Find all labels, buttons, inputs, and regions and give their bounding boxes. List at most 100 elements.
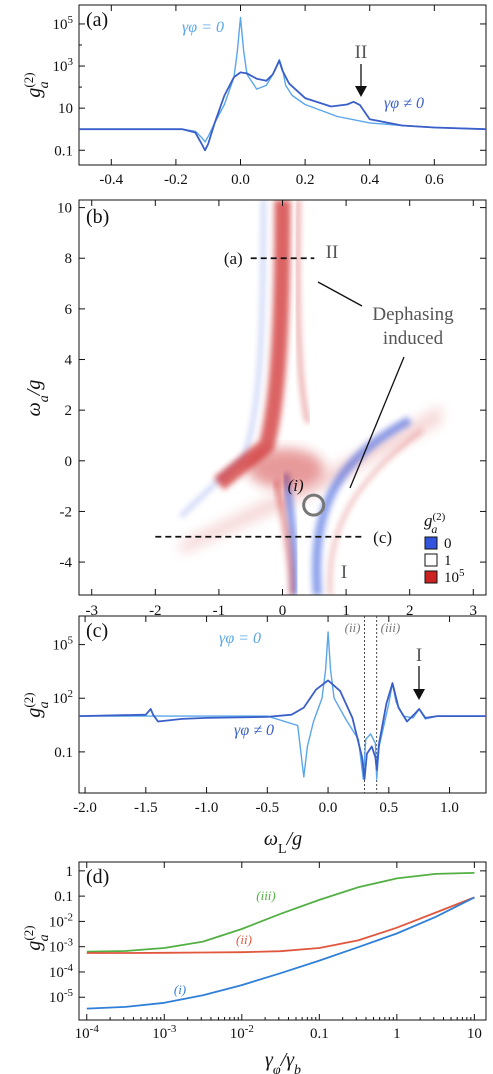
- x-axis-label-part: γ: [265, 1049, 274, 1071]
- x-tick-label-part: -2.0: [73, 800, 97, 816]
- peak-label-part: II: [355, 42, 368, 63]
- y-axis-label: g(2)a: [21, 925, 52, 950]
- legend-title-sub: a: [431, 522, 437, 536]
- y-tick-label-part: 0.1: [54, 745, 73, 761]
- y-tick-label-part: 10: [58, 101, 73, 117]
- y-tick-label-part: -2: [64, 911, 73, 923]
- label-gamma-zero-part: γφ = 0: [182, 19, 224, 36]
- panel-label: (d): [86, 866, 109, 888]
- y-tick-label: 102: [53, 688, 74, 707]
- y-tick-label: 4: [65, 353, 73, 369]
- x-tick-label-part: -4: [90, 1023, 100, 1035]
- legend-label: 105: [444, 567, 465, 586]
- x-tick-label: 1: [393, 1026, 401, 1042]
- y-axis-label-sub: a: [37, 934, 52, 941]
- series-line-i: [86, 896, 475, 1010]
- cut-label-c: (c): [373, 528, 392, 547]
- marker-label-i-part: (i): [288, 476, 304, 495]
- vline-label-part: (iii): [381, 620, 401, 635]
- y-tick-label-part: -4: [60, 555, 73, 571]
- vline-label: (iii): [381, 620, 401, 635]
- series-label-i: (i): [174, 982, 186, 997]
- x-tick-label: 0.2: [296, 172, 315, 188]
- heatmap-red-lower: [273, 480, 296, 595]
- x-tick-label-part: 2: [406, 603, 414, 619]
- x-tick-label-part: 0.6: [425, 172, 444, 188]
- y-tick-label-part: -2: [60, 504, 73, 520]
- x-tick-label-part: 10: [152, 1026, 167, 1042]
- panel-label-part: (d): [86, 866, 109, 888]
- series-label-iii-part: (iii): [256, 888, 276, 903]
- heatmap-field: [179, 200, 442, 595]
- y-tick-label-part: -5: [64, 987, 74, 999]
- dephasing-label-line2: induced: [383, 328, 444, 349]
- x-tick-label-part: -0.5: [255, 800, 279, 816]
- y-tick-label-part: 4: [65, 353, 73, 369]
- y-tick-label-part: 10: [53, 59, 68, 75]
- x-axis-label: ωL/g: [264, 828, 302, 857]
- cut-label-c-part: (c): [373, 528, 392, 547]
- series-line-nonzero: [78, 679, 486, 780]
- y-axis-label-base: g: [23, 941, 45, 951]
- y-tick-label: 10-3: [49, 937, 74, 956]
- series-line-iii: [86, 872, 475, 953]
- peak-label-part: I: [416, 645, 422, 666]
- legend-label: 0: [444, 536, 452, 552]
- y-axis-label: g(2)a: [21, 692, 52, 717]
- y-tick-label: 10: [58, 101, 73, 117]
- legend-swatch: [424, 553, 438, 567]
- y-tick-label-part: 10: [53, 638, 68, 654]
- y-tick-label-part: 10: [49, 914, 64, 930]
- y-tick-label-part: 0: [65, 454, 73, 470]
- panel-b: -3 -2 -1 0 1 2 3-4-20246810ωa/g(b)(a)(c)(i)III…: [23, 199, 487, 619]
- panel-c-frame: [78, 615, 487, 794]
- x-tick-label: 2: [406, 603, 414, 619]
- x-tick-label-part: 0.0: [319, 800, 338, 816]
- x-tick-label-part: -1: [213, 603, 226, 619]
- y-tick-label: -4: [60, 555, 73, 571]
- y-tick-label-part: 2: [68, 688, 74, 700]
- x-axis-label: γφ/γb: [265, 1049, 301, 1074]
- y-axis-label-tail: /g: [23, 380, 45, 397]
- x-tick-label-part: 0.4: [360, 172, 379, 188]
- series-line-ii: [86, 896, 475, 954]
- series-line-nonzero: [79, 59, 487, 152]
- x-tick-label: 1.0: [440, 800, 459, 816]
- x-tick-label: -0.2: [164, 172, 188, 188]
- legend-title-base: g: [424, 511, 433, 530]
- cut-label-a: (a): [224, 249, 243, 268]
- y-tick-label-part: 10: [49, 965, 64, 981]
- peak-arrow-head: [413, 689, 425, 700]
- y-tick-label: 0.1: [54, 143, 73, 159]
- vline-label: (ii): [345, 620, 361, 635]
- y-tick-label: -2: [60, 504, 73, 520]
- y-axis-label-base: g: [23, 88, 45, 98]
- legend-label: 1: [444, 553, 452, 569]
- label-gamma-nonzero-part: γφ ≠ 0: [384, 95, 424, 112]
- x-tick-label: 0.0: [319, 800, 338, 816]
- legend-label-part: 10: [444, 570, 459, 586]
- dephasing-pointer-upper: [317, 281, 363, 307]
- y-tick-label: 103: [53, 56, 74, 75]
- y-tick-label-part: 10: [49, 940, 64, 956]
- y-axis-label-sup: (2): [21, 72, 36, 87]
- x-axis-label-part: φ: [273, 1063, 281, 1074]
- x-tick-label-part: 0: [279, 603, 287, 619]
- y-axis-label-base: ω: [23, 402, 45, 416]
- y-tick-label-part: 0.1: [54, 889, 73, 905]
- x-tick-label-part: -3: [167, 1023, 177, 1035]
- series-label-iii: (iii): [256, 888, 276, 903]
- legend-label-part: 5: [459, 567, 465, 579]
- x-axis-label-part: L: [278, 842, 287, 857]
- x-tick-label-part: -1.0: [195, 800, 219, 816]
- y-tick-label: 10-2: [49, 911, 73, 930]
- vline-label-part: (ii): [345, 620, 361, 635]
- x-tick-label-part: -2: [149, 603, 162, 619]
- x-tick-label: 0.6: [425, 172, 444, 188]
- x-tick-label: 0: [279, 603, 287, 619]
- series-line-zero: [79, 631, 486, 780]
- x-tick-label-part: -0.4: [99, 172, 123, 188]
- panel-label-part: (c): [86, 620, 108, 642]
- y-tick-label-part: -4: [64, 962, 74, 974]
